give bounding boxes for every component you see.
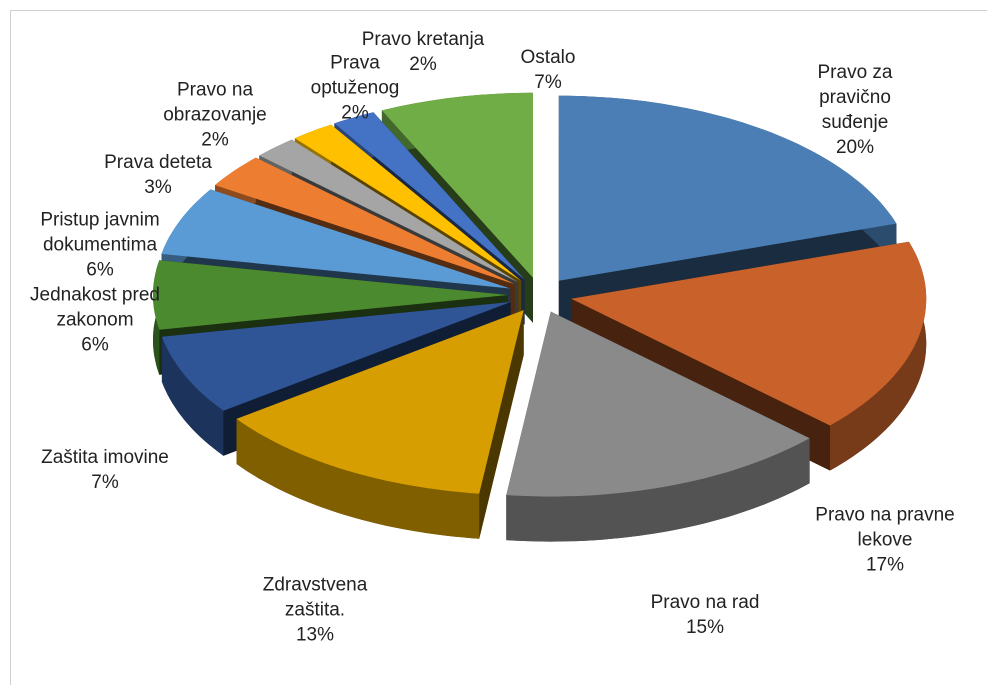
slice-label: Ostalo 7%	[498, 45, 598, 95]
category-label: Pravo za pravično suđenje	[817, 62, 893, 133]
slice-label: Prava optuženog 2%	[300, 51, 410, 126]
slice-side	[830, 241, 927, 471]
category-label: Jednakost pred zakonom	[30, 284, 160, 331]
value-label: 6%	[81, 334, 109, 356]
slice-label: Jednakost pred zakonom 6%	[8, 283, 183, 358]
value-label: 2%	[341, 102, 369, 124]
slice	[259, 139, 519, 283]
slice-side	[506, 438, 810, 542]
category-label: Prava deteta	[104, 152, 212, 173]
slice	[161, 189, 511, 289]
slice-label: Pravo za pravično suđenje 20%	[790, 60, 920, 160]
slice	[558, 95, 897, 281]
slice	[236, 310, 524, 494]
slice	[215, 157, 515, 285]
slice-side	[161, 336, 224, 456]
category-label: Prava optuženog	[310, 52, 400, 99]
slice-side	[236, 418, 480, 539]
value-label: 2%	[201, 129, 229, 151]
value-label: 2%	[409, 54, 437, 75]
frame	[10, 10, 987, 685]
slice	[161, 302, 511, 411]
slice-label: Zaštita imovine 7%	[10, 445, 200, 495]
value-label: 7%	[534, 72, 562, 93]
value-label: 6%	[86, 259, 114, 281]
slice	[381, 92, 533, 278]
category-label: Pravo na rad	[650, 592, 760, 613]
category-label: Pravo na obrazovanje	[163, 79, 267, 126]
slice-label: Zdravstvena zaštita. 13%	[255, 573, 375, 648]
slice-label: Pravo na rad 15%	[625, 590, 785, 640]
category-label: Zdravstvena zaštita.	[262, 574, 368, 621]
slice	[334, 112, 525, 280]
value-label: 15%	[685, 617, 725, 638]
category-label: Pristup javnim dokumentima	[40, 209, 160, 256]
slice-side	[479, 310, 524, 539]
value-label: 13%	[295, 624, 335, 646]
value-label: 3%	[144, 177, 172, 198]
value-label: 7%	[91, 472, 119, 493]
slice	[571, 241, 927, 426]
slice	[153, 260, 508, 330]
slice-label: Pravo na obrazovanje 2%	[140, 78, 290, 153]
slice-label: Pravo na pravne lekove 17%	[800, 503, 970, 578]
slice	[506, 311, 810, 497]
slice-label: Pristup javnim dokumentima 6%	[10, 208, 190, 283]
value-label: 17%	[865, 554, 905, 576]
slice-label: Pravo kretanja 2%	[338, 27, 508, 77]
slice	[294, 124, 522, 281]
slice-label: Prava deteta 3%	[83, 150, 233, 200]
category-label: Pravo kretanja	[361, 29, 485, 50]
category-label: Pravo na pravne lekove	[815, 504, 955, 551]
category-label: Ostalo	[520, 47, 576, 68]
category-label: Zaštita imovine	[41, 447, 169, 468]
value-label: 20%	[835, 137, 875, 158]
